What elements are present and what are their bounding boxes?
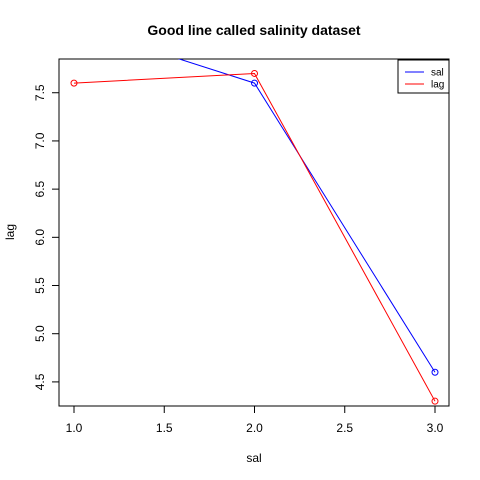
y-axis: 4.5 5.0 5.5 6.0 6.5 7.0 7.5 — [33, 84, 60, 390]
series-line-sal — [177, 59, 436, 373]
data-point-lag — [431, 397, 439, 405]
legend-box — [397, 59, 450, 94]
x-axis-label: sal — [246, 451, 261, 465]
data-point-sal — [431, 368, 439, 376]
legend-label-sal: sal — [431, 68, 444, 79]
x-tick-label: 1.5 — [156, 421, 173, 435]
y-tick-label: 5.5 — [33, 277, 47, 294]
y-tick-label: 7.0 — [33, 132, 47, 149]
x-tick-label: 1.0 — [66, 421, 83, 435]
y-tick-label: 6.5 — [33, 180, 47, 197]
series-layer — [70, 22, 439, 405]
data-point-lag — [70, 79, 78, 87]
y-axis-label: lag — [3, 224, 17, 240]
x-tick-label: 2.0 — [246, 421, 263, 435]
data-point-lag — [251, 69, 258, 77]
plot-frame — [58, 58, 450, 407]
data-point-sal — [71, 22, 77, 28]
x-tick-label: 2.5 — [336, 421, 353, 435]
series-line-lag — [73, 72, 436, 402]
y-tick-label: 7.5 — [33, 84, 47, 101]
legend-label-lag: lag — [431, 80, 444, 91]
x-axis: 1.0 1.5 2.0 2.5 3.0 — [66, 405, 444, 435]
y-tick-label: 4.5 — [33, 373, 47, 390]
y-tick-label: 6.0 — [33, 229, 47, 246]
data-point-sal — [251, 79, 258, 87]
x-tick-label: 3.0 — [427, 421, 444, 435]
y-tick-label: 5.0 — [33, 325, 47, 342]
chart-title: Good line called salinity dataset — [147, 22, 361, 38]
